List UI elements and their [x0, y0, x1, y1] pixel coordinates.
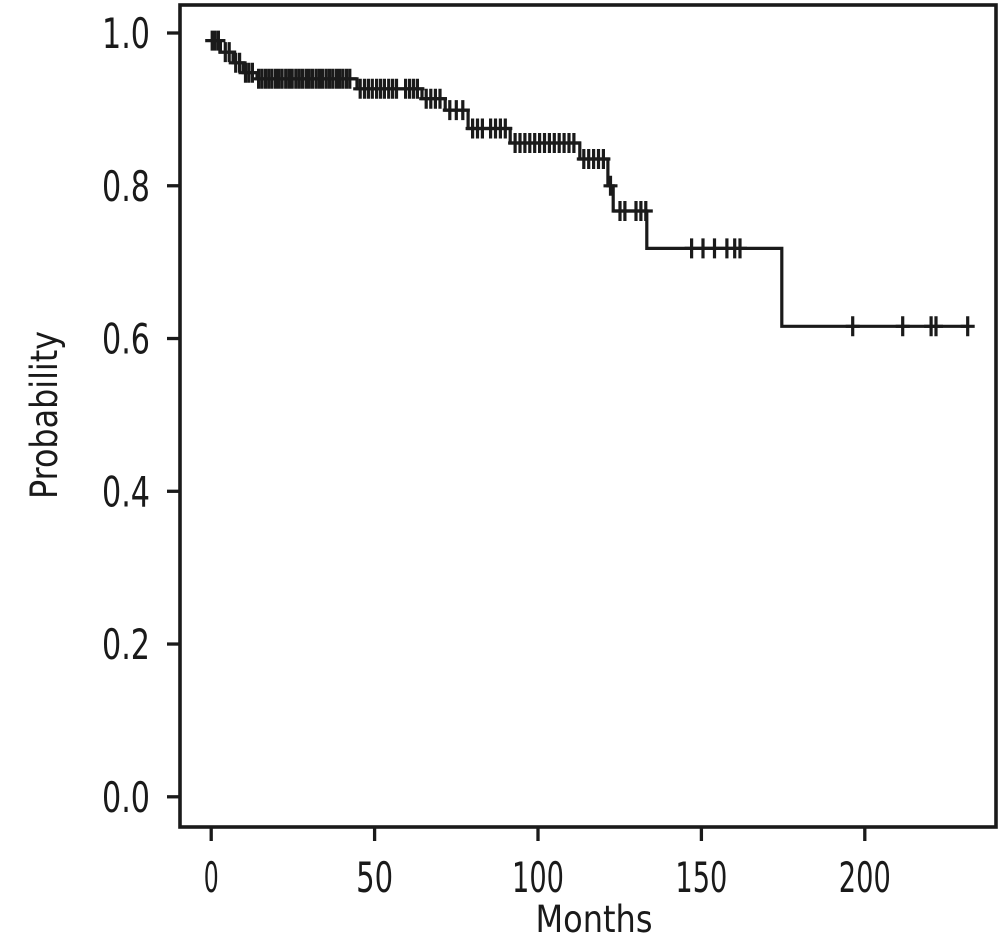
- y-tick-label: 0.0: [102, 773, 150, 822]
- y-tick-label: 0.2: [102, 620, 150, 669]
- y-axis-title: Probability: [23, 331, 66, 499]
- y-tick-label: 0.8: [102, 162, 150, 211]
- plot-frame: [178, 3, 998, 829]
- censor-marks: [205, 30, 975, 337]
- x-tick-label: 200: [839, 853, 891, 902]
- y-tick-label: 0.4: [102, 467, 150, 516]
- x-tick-label: 100: [512, 853, 564, 902]
- x-tick-label: 0: [204, 853, 219, 902]
- x-tick-label: 50: [356, 853, 393, 902]
- x-axis-title: Months: [536, 898, 653, 934]
- y-tick-label: 1.0: [102, 9, 150, 58]
- y-tick-label: 0.6: [102, 315, 150, 364]
- x-tick-label: 150: [675, 853, 727, 902]
